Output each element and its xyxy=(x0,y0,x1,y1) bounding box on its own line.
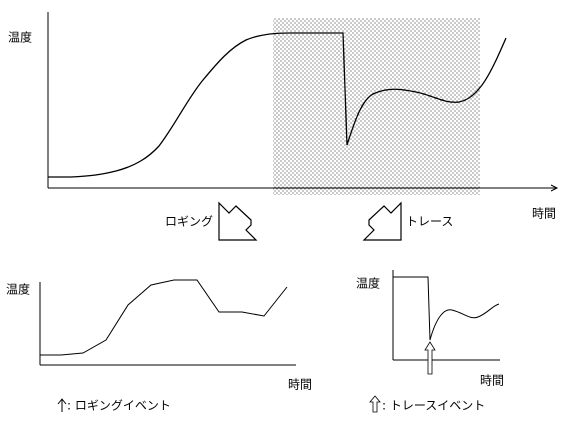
x-label: 時間 xyxy=(288,378,312,392)
trace-graph: 温度 時間 : トレースイベント xyxy=(356,270,504,413)
legend-arrow xyxy=(57,398,67,412)
logging-graph: 温度 時間 : ロギングイベント xyxy=(6,279,312,413)
legend-text: : トレースイベント xyxy=(382,399,485,413)
y-label: 温度 xyxy=(8,30,32,45)
x-label: 時間 xyxy=(480,374,504,388)
trace-event xyxy=(424,341,436,375)
top-graph: 温度 時間 xyxy=(8,12,559,221)
y-label: 温度 xyxy=(6,282,30,297)
x-label: 時間 xyxy=(532,207,556,221)
y-label: 温度 xyxy=(356,276,380,291)
logged-curve xyxy=(40,279,288,356)
legend-arrow xyxy=(369,395,381,413)
logging-arrow xyxy=(218,201,258,241)
transition-arrows: ロギング トレース xyxy=(165,201,453,241)
legend-text: : ロギングイベント xyxy=(67,399,171,413)
trace-arrow xyxy=(362,201,402,241)
trace-label: トレース xyxy=(406,215,453,229)
temperature-curve xyxy=(48,32,507,178)
traced-curve xyxy=(393,276,500,341)
trace-region xyxy=(273,18,480,195)
axis-arrow xyxy=(550,184,559,192)
logging-label: ロギング xyxy=(165,215,213,229)
